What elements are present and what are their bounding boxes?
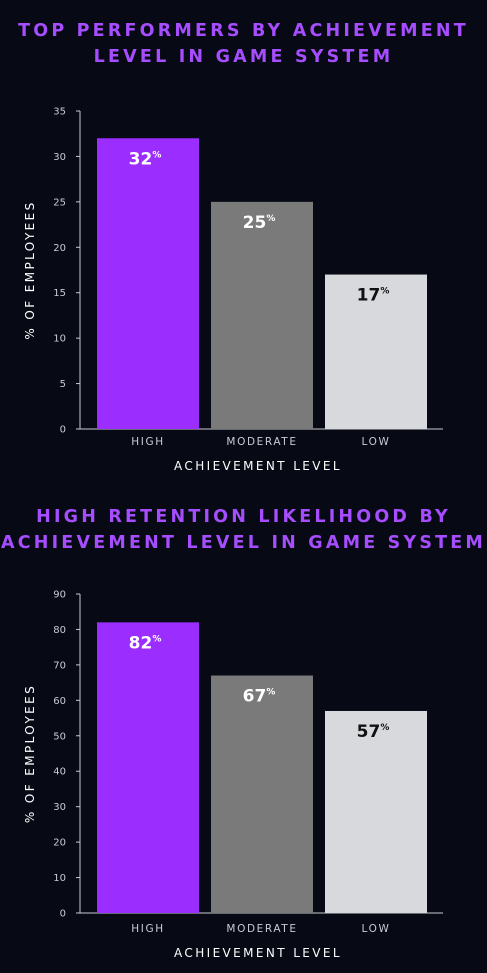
y-tick-label: 80 (53, 625, 66, 636)
y-tick-label: 0 (60, 909, 66, 920)
x-category-label: HIGH (131, 436, 164, 448)
x-category-label: LOW (362, 436, 391, 448)
bar-moderate (211, 675, 313, 913)
y-tick-label: 15 (53, 288, 66, 299)
chart-title-line-1: TOP PERFORMERS BY ACHIEVEMENT (18, 21, 469, 41)
x-category-label: MODERATE (226, 923, 297, 935)
y-tick-label: 20 (53, 243, 66, 254)
y-tick-label: 50 (53, 731, 66, 742)
bar-chart-plot: 0 5 10 15 20 25 30 35 32% HIGH 25% MODERATE 17% LOW AC… (23, 107, 443, 473)
bar-high (97, 622, 199, 913)
y-tick-label: 20 (53, 838, 66, 849)
bar-value-label: 32% (129, 149, 162, 169)
bar-moderate (211, 201, 313, 429)
chart-high-retention: HIGH RETENTION LIKELIHOOD BY ACHIEVEMENT… (0, 486, 487, 973)
chart-title: TOP PERFORMERS BY ACHIEVEMENT LEVEL IN G… (0, 18, 487, 70)
chart-title-line-2: ACHIEVEMENT LEVEL IN GAME SYSTEM (0, 533, 487, 553)
x-axis-title: ACHIEVEMENT LEVEL (174, 459, 342, 473)
x-axis-title: ACHIEVEMENT LEVEL (174, 946, 342, 960)
y-tick-label: 10 (53, 334, 66, 345)
y-tick-label: 30 (53, 152, 66, 163)
x-category-label: HIGH (131, 923, 164, 935)
bar-value-label: 17% (357, 286, 390, 306)
bar-low (325, 274, 427, 429)
y-tick-label: 60 (53, 696, 66, 707)
y-tick-label: 30 (53, 802, 66, 813)
chart-title-line-1: HIGH RETENTION LIKELIHOOD BY (36, 507, 451, 527)
y-tick-label: 10 (53, 873, 66, 884)
y-axis-title: % OF EMPLOYEES (23, 684, 37, 823)
y-axis-title: % OF EMPLOYEES (23, 200, 37, 339)
chart-top-performers: TOP PERFORMERS BY ACHIEVEMENT LEVEL IN G… (0, 0, 487, 486)
bar-chart-plot: 0 10 20 30 40 50 60 70 80 90 82% HIGH 67% MODERATE 57%… (23, 590, 443, 960)
bar-value-label: 67% (243, 687, 276, 707)
y-tick-label: 90 (53, 590, 66, 601)
y-tick-label: 40 (53, 767, 66, 778)
bar-value-label: 57% (357, 722, 390, 742)
y-tick-label: 5 (60, 379, 66, 390)
y-tick-label: 35 (53, 107, 66, 118)
bar-high (97, 138, 199, 429)
bar-low (325, 710, 427, 913)
y-tick-label: 0 (60, 425, 66, 436)
x-category-label: LOW (362, 923, 391, 935)
y-tick-label: 70 (53, 660, 66, 671)
chart-title: HIGH RETENTION LIKELIHOOD BY ACHIEVEMENT… (0, 504, 487, 556)
bar-value-label: 25% (243, 213, 276, 233)
bar-value-label: 82% (129, 633, 162, 653)
x-category-label: MODERATE (226, 436, 297, 448)
y-tick-label: 25 (53, 197, 66, 208)
chart-title-line-2: LEVEL IN GAME SYSTEM (93, 47, 394, 67)
